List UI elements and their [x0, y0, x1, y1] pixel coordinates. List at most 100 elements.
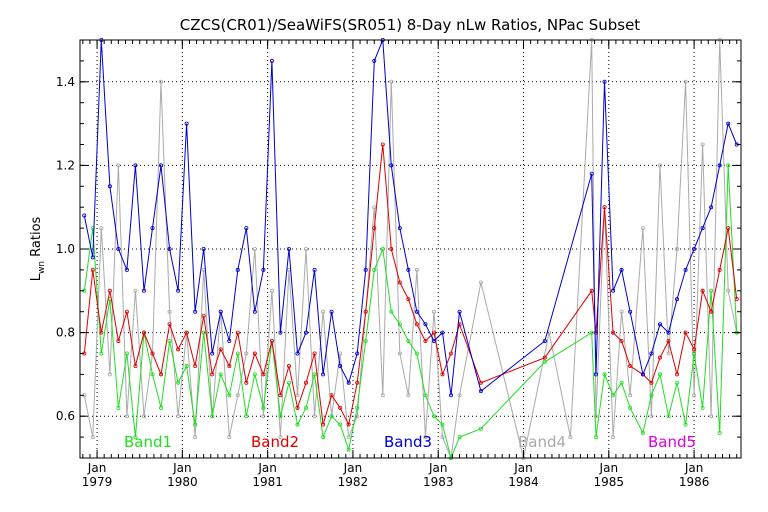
plot-frame	[79, 39, 742, 459]
data-point	[692, 393, 697, 398]
data-point	[709, 414, 714, 419]
data-point	[594, 435, 599, 440]
data-point	[709, 205, 714, 210]
data-point	[594, 414, 599, 419]
data-point	[675, 246, 680, 251]
data-point	[726, 226, 731, 231]
data-point	[159, 79, 164, 84]
data-point	[709, 309, 714, 314]
data-point	[628, 405, 633, 410]
data-point	[649, 351, 654, 356]
data-point	[649, 414, 654, 419]
data-point	[176, 414, 181, 419]
data-point	[372, 267, 377, 272]
data-point	[159, 163, 164, 168]
data-point	[568, 435, 573, 440]
legend: Band1 Band2 Band3 Band4 Band5	[124, 433, 696, 451]
data-point	[406, 267, 411, 272]
grid-lines	[80, 40, 741, 458]
data-point	[159, 372, 164, 377]
series-group	[82, 38, 739, 460]
data-point	[363, 338, 368, 343]
data-point	[133, 364, 138, 369]
data-point	[478, 280, 483, 285]
data-point	[312, 351, 317, 356]
data-point	[372, 58, 377, 63]
data-point	[372, 226, 377, 231]
data-point	[167, 322, 172, 327]
data-point	[193, 435, 198, 440]
data-point	[628, 393, 633, 398]
data-point	[692, 351, 697, 356]
y-tick-label: 0.6	[56, 409, 75, 423]
data-point	[141, 414, 146, 419]
data-point	[717, 267, 722, 272]
data-point	[252, 351, 257, 356]
data-point	[414, 267, 419, 272]
data-point	[329, 414, 334, 419]
axis-ticks	[80, 39, 741, 459]
x-tick-year: 1983	[423, 475, 454, 489]
data-point	[99, 330, 104, 335]
data-point	[380, 393, 385, 398]
data-point	[218, 309, 223, 314]
data-point	[90, 267, 95, 272]
data-point	[269, 338, 274, 343]
data-point	[167, 338, 172, 343]
data-point	[133, 435, 138, 440]
x-tick-month: Jan	[599, 461, 619, 475]
data-point	[261, 414, 266, 419]
data-point	[210, 351, 215, 356]
data-point	[304, 380, 309, 385]
data-point	[244, 414, 249, 419]
legend-label-band3: Band3	[384, 433, 432, 451]
data-point	[700, 226, 705, 231]
data-point	[346, 380, 351, 385]
data-point	[406, 297, 411, 302]
data-point	[304, 405, 309, 410]
data-point	[397, 226, 402, 231]
data-point	[649, 380, 654, 385]
data-point	[380, 246, 385, 251]
data-point	[184, 364, 189, 369]
data-point	[683, 267, 688, 272]
data-point	[649, 393, 654, 398]
data-point	[116, 405, 121, 410]
data-point	[666, 351, 671, 356]
data-point	[304, 330, 309, 335]
data-point	[440, 435, 445, 440]
y-axis-label-subscript: wn	[37, 261, 47, 274]
data-point	[611, 435, 616, 440]
data-point	[278, 435, 283, 440]
data-point	[124, 414, 129, 419]
data-point	[700, 405, 705, 410]
data-point	[611, 330, 616, 335]
x-tick-year: 1985	[594, 475, 625, 489]
x-tick-year: 1982	[338, 475, 369, 489]
data-point	[235, 330, 240, 335]
data-point	[628, 309, 633, 314]
data-point	[726, 288, 731, 293]
data-point	[312, 414, 317, 419]
data-point	[700, 288, 705, 293]
data-point	[589, 171, 594, 176]
data-point	[397, 322, 402, 327]
x-tick-month: Jan	[87, 461, 107, 475]
data-point	[657, 372, 662, 377]
data-point	[628, 364, 633, 369]
data-point	[159, 405, 164, 410]
data-point	[176, 347, 181, 352]
legend-label-band2: Band2	[251, 433, 299, 451]
data-point	[440, 422, 445, 427]
data-point	[431, 330, 436, 335]
data-point	[338, 422, 343, 427]
data-point	[666, 330, 671, 335]
data-point	[363, 309, 368, 314]
series-line	[83, 39, 738, 460]
data-point	[184, 121, 189, 126]
data-point	[619, 309, 624, 314]
data-point	[176, 288, 181, 293]
data-point	[261, 372, 266, 377]
data-point	[423, 393, 428, 398]
data-point	[619, 380, 624, 385]
